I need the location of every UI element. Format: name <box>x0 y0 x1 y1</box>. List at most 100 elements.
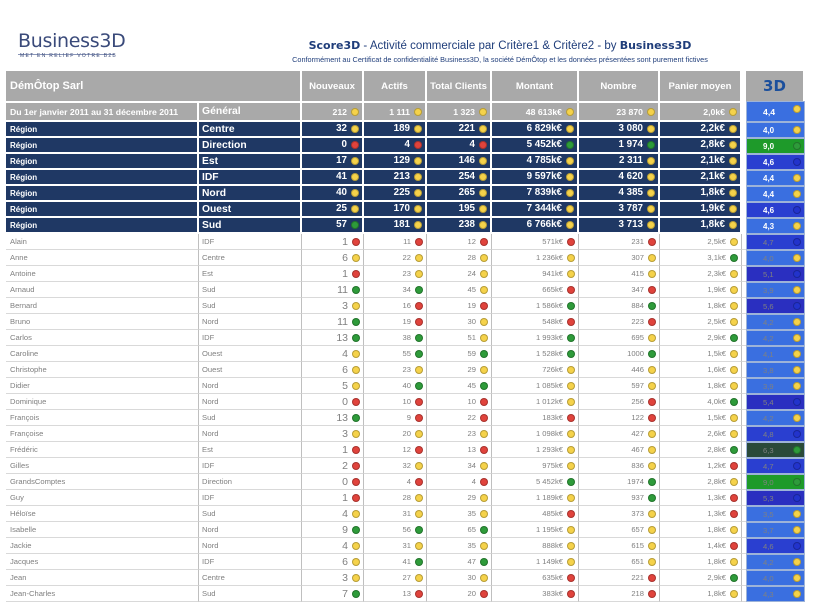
green-status-dot <box>793 142 801 150</box>
score-3d-cell: 3,5 <box>746 506 805 522</box>
total-value: 20 <box>467 589 476 599</box>
yellow-status-dot <box>648 509 656 518</box>
green-status-dot <box>480 525 488 534</box>
person-row[interactable]: François Sud 13 9 22 183k€ 122 1,5k€ 4,2 <box>6 410 805 426</box>
row-criterion: IDF <box>199 330 302 346</box>
score-value: 4,3 <box>763 221 775 231</box>
col-score-3d[interactable]: 3D <box>746 71 805 101</box>
panier-value: 2,0k€ <box>703 106 725 117</box>
score-3d-cell: 4,4 <box>746 170 805 186</box>
person-row[interactable]: Héloïse Sud 4 31 35 485k€ 373 1,3k€ 3,5 <box>6 506 805 522</box>
region-row[interactable]: Région Nord 40 225 265 7 839k€ 4 385 1,8k€ 4,4 <box>6 186 805 202</box>
region-row[interactable]: Région Ouest 25 170 195 7 344k€ 3 787 1,9k€ 4,6 <box>6 202 805 218</box>
panier-cell: 2,5k€ <box>660 234 742 250</box>
score-3d-cell: 4,2 <box>746 314 805 330</box>
region-row[interactable]: Région Direction 0 4 4 5 452k€ 1 974 2,8k€ 9,0 <box>6 138 805 154</box>
col-montant[interactable]: Montant <box>492 71 579 101</box>
montant-cell: 183k€ <box>492 410 579 426</box>
nombre-value: 615 <box>631 541 644 551</box>
person-row[interactable]: Guy IDF 1 28 29 1 189k€ 937 1,3k€ 5,3 <box>6 490 805 506</box>
total-cell: 265 <box>427 186 492 202</box>
yellow-status-dot <box>729 156 737 165</box>
nouveaux-value: 4 <box>342 347 348 360</box>
person-row[interactable]: GrandsComptes Direction 0 4 4 5 452k€ 1974 2,8k… <box>6 474 805 490</box>
person-row[interactable]: Jean-Charles Sud 7 13 20 383k€ 218 1,8k€ 4,3 <box>6 586 805 602</box>
yellow-status-dot <box>480 269 488 278</box>
actifs-cell: 38 <box>364 330 427 346</box>
person-row[interactable]: Bruno Nord 11 19 30 548k€ 223 2,5k€ 4,2 <box>6 314 805 330</box>
yellow-status-dot <box>648 525 656 534</box>
nouveaux-cell: 25 <box>302 202 364 218</box>
row-criterion: IDF <box>199 234 302 250</box>
montant-value: 7 344k€ <box>526 203 562 215</box>
person-row[interactable]: Jacques IDF 6 41 47 1 149k€ 651 1,8k€ 4,2 <box>6 554 805 570</box>
blue-status-dot <box>793 542 801 550</box>
col-panier-moyen[interactable]: Panier moyen <box>660 71 742 101</box>
actifs-cell: 4 <box>364 138 427 154</box>
total-cell: 24 <box>427 266 492 282</box>
person-row[interactable]: Françoise Nord 3 20 23 1 098k€ 427 2,6k€ 4,8 <box>6 426 805 442</box>
person-row[interactable]: Frédéric Est 1 12 13 1 293k€ 467 2,8k€ 6,3 <box>6 442 805 458</box>
person-row[interactable]: Dominique Nord 0 10 10 1 012k€ 256 4,0k€ 5,4 <box>6 394 805 410</box>
row-criterion: Est <box>199 266 302 282</box>
total-cell: 1 323 <box>427 101 492 122</box>
panier-cell: 1,8k€ <box>660 586 742 602</box>
score-value: 3,9 <box>763 285 774 295</box>
yellow-status-dot <box>479 220 487 229</box>
row-label: Région <box>6 154 199 170</box>
region-row[interactable]: Région Est 17 129 146 4 785k€ 2 311 2,1k€ 4,6 <box>6 154 805 170</box>
person-row[interactable]: Didier Nord 5 40 45 1 085k€ 597 1,8k€ 3,9 <box>6 378 805 394</box>
person-row[interactable]: Christophe Ouest 6 23 29 726k€ 446 1,6k€ 3,8 <box>6 362 805 378</box>
col-actifs[interactable]: Actifs <box>364 71 427 101</box>
yellow-status-dot <box>730 381 738 390</box>
panier-cell: 1,8k€ <box>660 378 742 394</box>
person-row[interactable]: Antoine Est 1 23 24 941k€ 415 2,3k€ 5,1 <box>6 266 805 282</box>
montant-cell: 1 993k€ <box>492 330 579 346</box>
col-total-clients[interactable]: Total Clients <box>427 71 492 101</box>
column-gap <box>742 101 746 122</box>
yellow-status-dot <box>567 365 575 374</box>
region-row[interactable]: Région IDF 41 213 254 9 597k€ 4 620 2,1k€ 4,4 <box>6 170 805 186</box>
region-row[interactable]: Région Sud 57 181 238 6 766k€ 3 713 1,8k€ 4,3 <box>6 218 805 234</box>
red-status-dot <box>415 237 423 246</box>
person-row[interactable]: Caroline Ouest 4 55 59 1 528k€ 1000 1,5k€ 4,1 <box>6 346 805 362</box>
col-nouveaux[interactable]: Nouveaux <box>302 71 364 101</box>
actifs-cell: 28 <box>364 490 427 506</box>
summary-row[interactable]: Du 1er janvier 2011 au 31 décembre 2011 G… <box>6 101 805 122</box>
nouveaux-value: 0 <box>341 139 347 151</box>
yellow-status-dot <box>793 574 801 582</box>
yellow-status-dot <box>730 413 738 422</box>
montant-value: 5 452k€ <box>526 139 562 151</box>
red-status-dot <box>648 413 656 422</box>
yellow-status-dot <box>480 541 488 550</box>
yellow-status-dot <box>351 172 359 181</box>
montant-cell: 383k€ <box>492 586 579 602</box>
nombre-cell: 223 <box>579 314 660 330</box>
yellow-status-dot <box>480 509 488 518</box>
row-label: Christophe <box>6 362 199 378</box>
yellow-status-dot <box>647 124 655 133</box>
person-row[interactable]: Bernard Sud 3 16 19 1 586k€ 884 1,8k€ 5,6 <box>6 298 805 314</box>
yellow-status-dot <box>647 204 655 213</box>
person-row[interactable]: Carlos IDF 13 38 51 1 993k€ 695 2,9k€ 4,2 <box>6 330 805 346</box>
region-row[interactable]: Région Centre 32 189 221 6 829k€ 3 080 2,2k€ 4,0 <box>6 122 805 138</box>
person-row[interactable]: Alain IDF 1 11 12 571k€ 231 2,5k€ 4,7 <box>6 234 805 250</box>
person-row[interactable]: Anne Centre 6 22 28 1 236k€ 307 3,1k€ 4,0 <box>6 250 805 266</box>
score-value: 5,6 <box>763 301 774 311</box>
column-gap <box>742 170 746 186</box>
person-row[interactable]: Jean Centre 3 27 30 635k€ 221 2,9k€ 4,0 <box>6 570 805 586</box>
montant-value: 635k€ <box>542 573 563 583</box>
column-gap <box>742 474 746 490</box>
col-nombre[interactable]: Nombre <box>579 71 660 101</box>
person-row[interactable]: Gilles IDF 2 32 34 975k€ 836 1,2k€ 4,7 <box>6 458 805 474</box>
person-row[interactable]: Jackie Nord 4 31 35 888k€ 615 1,4k€ 4,6 <box>6 538 805 554</box>
yellow-status-dot <box>648 557 656 566</box>
red-status-dot <box>352 461 360 470</box>
panier-value: 1,2k€ <box>707 461 726 471</box>
row-label: Région <box>6 202 199 218</box>
panier-value: 2,1k€ <box>700 171 725 183</box>
montant-cell: 888k€ <box>492 538 579 554</box>
person-row[interactable]: Arnaud Sud 11 34 45 665k€ 347 1,9k€ 3,9 <box>6 282 805 298</box>
red-status-dot <box>480 237 488 246</box>
person-row[interactable]: Isabelle Nord 9 56 65 1 195k€ 657 1,8k€ 3,7 <box>6 522 805 538</box>
